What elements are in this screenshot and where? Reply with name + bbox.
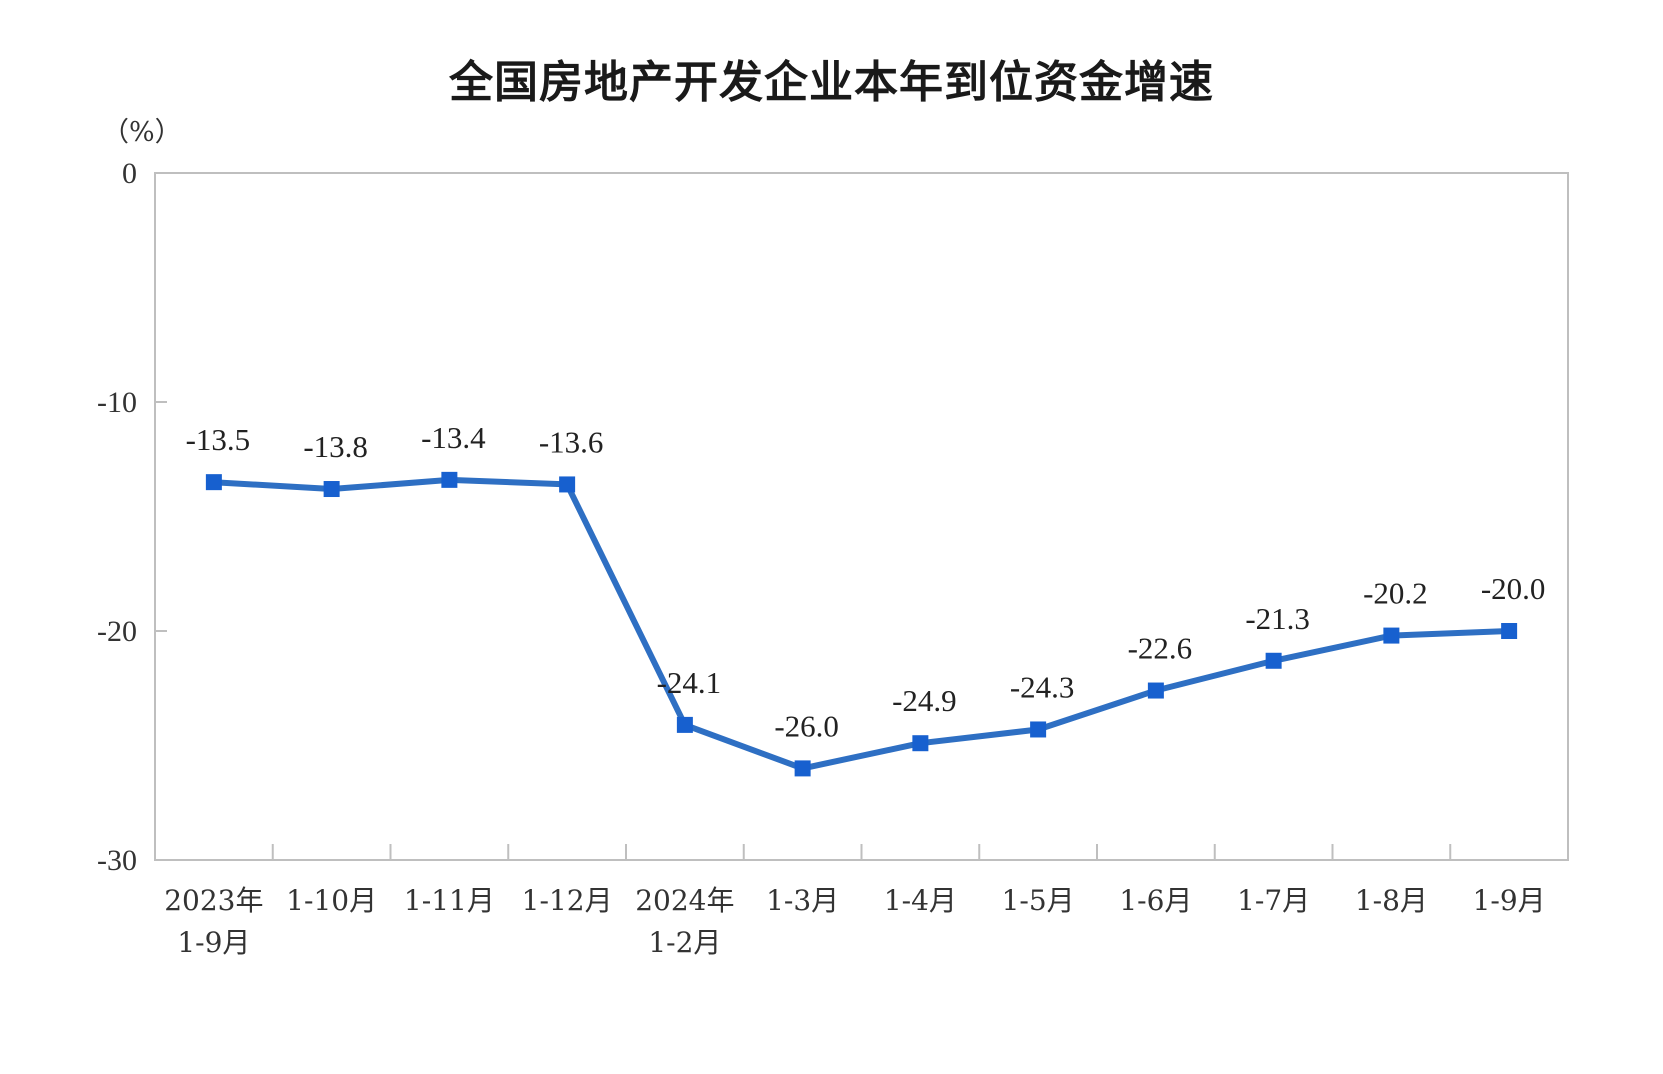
data-point xyxy=(205,474,222,491)
x-tick-label: 1-5月 xyxy=(1002,884,1075,917)
series-line xyxy=(213,476,1510,772)
y-tick-label: -30 xyxy=(97,844,137,877)
data-point xyxy=(441,471,458,488)
x-tick-label: 1-2月 xyxy=(648,926,721,959)
data-point xyxy=(912,735,929,752)
x-tick-label: 1-9月 xyxy=(177,926,250,959)
x-tick-label: 2023年 xyxy=(164,884,263,917)
y-tick-label: -20 xyxy=(97,615,137,648)
data-label: -13.8 xyxy=(303,429,368,464)
data-label: -13.6 xyxy=(539,424,604,459)
x-tick-label: 1-9月 xyxy=(1473,884,1546,917)
data-point xyxy=(1147,682,1164,699)
data-label: -22.6 xyxy=(1128,631,1193,666)
x-tick-label: 1-4月 xyxy=(884,884,957,917)
data-point xyxy=(1501,623,1518,639)
data-point xyxy=(1265,652,1282,669)
data-label: -13.4 xyxy=(421,420,486,455)
data-label: -13.5 xyxy=(186,422,251,457)
x-tick-label: 1-3月 xyxy=(766,884,839,917)
data-label: -21.3 xyxy=(1245,601,1310,636)
x-tick-label: 1-8月 xyxy=(1355,884,1428,917)
chart-title: 全国房地产开发企业本年到位资金增速 xyxy=(449,57,1214,108)
y-tick-label: 0 xyxy=(122,157,137,190)
data-point xyxy=(559,476,576,493)
x-tick-label: 1-10月 xyxy=(286,884,377,917)
data-point xyxy=(323,481,340,498)
data-point xyxy=(794,760,811,777)
data-point xyxy=(1030,721,1047,738)
data-point xyxy=(1383,627,1400,644)
x-tick-label: 1-11月 xyxy=(404,884,495,917)
data-point xyxy=(676,716,693,733)
x-tick-label: 1-12月 xyxy=(522,884,613,917)
data-label: -24.9 xyxy=(892,683,957,718)
x-tick-label: 2024年 xyxy=(635,884,734,917)
data-label: -20.2 xyxy=(1363,576,1428,611)
y-axis-unit: （%） xyxy=(102,117,182,148)
y-tick-label: -10 xyxy=(97,386,137,419)
x-tick-label: 1-6月 xyxy=(1119,884,1192,917)
data-label: -24.3 xyxy=(1010,669,1075,704)
data-label: -26.0 xyxy=(774,708,839,743)
data-label: -20.0 xyxy=(1481,571,1546,606)
x-tick-label: 1-7月 xyxy=(1237,884,1310,917)
data-label: -24.1 xyxy=(657,665,722,700)
